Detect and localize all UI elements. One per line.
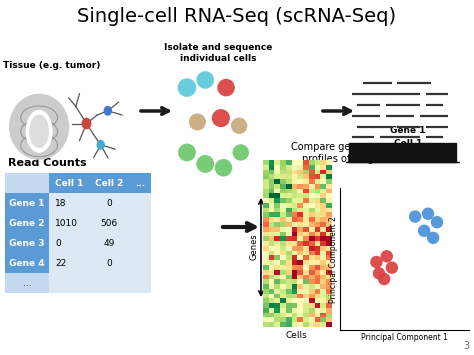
Bar [49,273,89,293]
Text: Compare gene expression
profiles of single cells: Compare gene expression profiles of sing… [291,142,419,164]
Bar [129,273,151,293]
Text: Gene 1
Cell 1: Gene 1 Cell 1 [390,126,426,148]
Point [222,85,230,91]
Point [373,259,380,265]
Bar [129,213,151,233]
Ellipse shape [30,115,48,148]
Bar [5,173,49,193]
Text: 3: 3 [463,341,469,351]
Bar [129,233,151,253]
Text: 0: 0 [55,239,61,247]
Point [388,265,396,271]
Point [420,228,428,234]
Text: Cell 1: Cell 1 [55,179,83,187]
Bar [49,233,89,253]
Bar [89,273,129,293]
Point [219,165,228,170]
Point [237,150,245,155]
Point [411,214,419,219]
Text: Read Counts: Read Counts [8,158,87,168]
Bar [5,233,49,253]
Text: 0: 0 [106,258,112,268]
Text: 506: 506 [100,218,118,228]
Text: 49: 49 [103,239,115,247]
Bar [129,193,151,213]
Text: Single-cell RNA-Seq (scRNA-Seq): Single-cell RNA-Seq (scRNA-Seq) [77,7,397,27]
Bar [5,193,49,213]
Point [217,115,225,121]
Bar [129,253,151,273]
Bar [89,173,129,193]
Point [235,123,243,129]
Point [424,211,432,217]
Bar [5,253,49,273]
Bar [49,253,89,273]
Ellipse shape [9,94,68,159]
Text: Tissue (e.g. tumor): Tissue (e.g. tumor) [3,60,100,70]
Text: ...: ... [135,179,145,187]
Y-axis label: Principal Component 2: Principal Component 2 [328,216,337,302]
Text: ...: ... [23,279,31,288]
Point [183,150,191,155]
Circle shape [104,106,111,115]
Bar [5,273,49,293]
Point [433,219,441,225]
Bar [129,173,151,193]
Text: Cells: Cells [285,331,307,339]
Text: 1010: 1010 [55,218,78,228]
X-axis label: Principal Component 1: Principal Component 1 [361,333,448,342]
Point [429,235,437,241]
Text: Cell 2: Cell 2 [95,179,123,187]
Text: Gene 3: Gene 3 [9,239,45,247]
Circle shape [97,141,104,149]
Ellipse shape [26,110,52,152]
Point [201,161,209,167]
Bar [89,193,129,213]
Point [183,85,191,91]
Point [375,271,383,276]
Text: 18: 18 [55,198,66,208]
Bar [89,253,129,273]
Bar [5,213,49,233]
Bar [349,143,456,162]
Bar [49,193,89,213]
Point [201,77,209,83]
Text: Isolate and sequence
individual cells: Isolate and sequence individual cells [164,43,272,63]
Text: Gene 1: Gene 1 [9,198,45,208]
Text: 0: 0 [106,198,112,208]
Bar [49,213,89,233]
Circle shape [82,119,91,129]
Text: Genes: Genes [249,234,258,260]
Text: Gene 4: Gene 4 [9,258,45,268]
Text: 22: 22 [55,258,66,268]
Bar [89,213,129,233]
Point [380,276,388,282]
Bar [89,233,129,253]
Point [193,119,201,125]
Point [383,253,391,259]
Text: Gene 2: Gene 2 [9,218,45,228]
Bar [49,173,89,193]
